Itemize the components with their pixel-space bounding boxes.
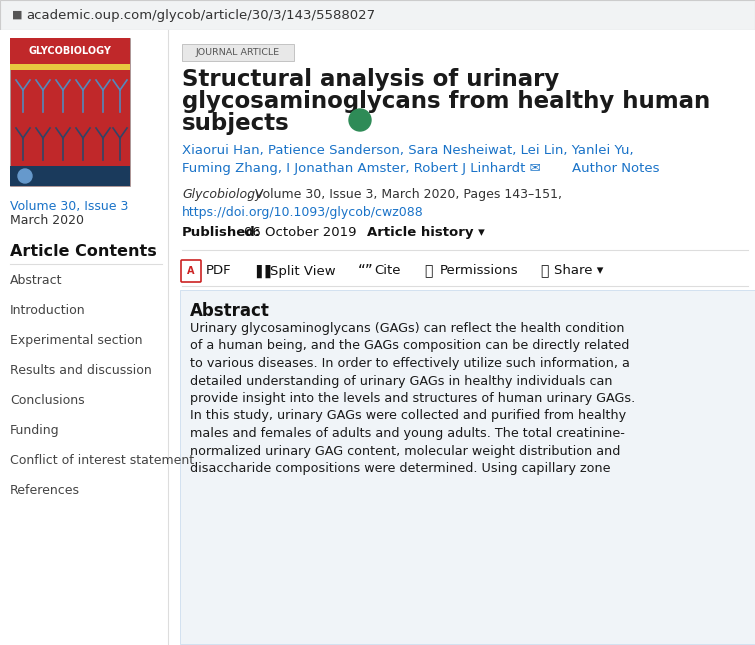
Text: JOURNAL ARTICLE: JOURNAL ARTICLE [196, 48, 280, 57]
Text: Split View: Split View [270, 264, 336, 277]
Text: Xiaorui Han, Patience Sanderson, Sara Nesheiwat, Lei Lin, Yanlei Yu,: Xiaorui Han, Patience Sanderson, Sara Ne… [182, 144, 633, 157]
Text: Abstract: Abstract [10, 274, 63, 287]
FancyBboxPatch shape [10, 166, 130, 186]
Text: Abstract: Abstract [190, 302, 270, 320]
Text: males and females of adults and young adults. The total creatinine-: males and females of adults and young ad… [190, 427, 625, 440]
Text: to various diseases. In order to effectively utilize such information, a: to various diseases. In order to effecti… [190, 357, 630, 370]
Text: detailed understanding of urinary GAGs in healthy individuals can: detailed understanding of urinary GAGs i… [190, 375, 612, 388]
Text: Fuming Zhang, I Jonathan Amster, Robert J Linhardt ✉: Fuming Zhang, I Jonathan Amster, Robert … [182, 162, 541, 175]
Text: ■: ■ [12, 10, 23, 20]
Text: ⚿: ⚿ [424, 264, 433, 278]
Text: Permissions: Permissions [440, 264, 519, 277]
Text: 06 October 2019: 06 October 2019 [244, 226, 356, 239]
Text: Conclusions: Conclusions [10, 394, 85, 407]
Text: Article history ▾: Article history ▾ [367, 226, 485, 239]
Text: ⤶: ⤶ [540, 264, 548, 278]
FancyBboxPatch shape [10, 38, 130, 64]
Text: A: A [187, 266, 195, 276]
Text: PDF: PDF [206, 264, 232, 277]
Text: FREE: FREE [352, 117, 368, 123]
Text: In this study, urinary GAGs were collected and purified from healthy: In this study, urinary GAGs were collect… [190, 410, 626, 422]
Text: ▌▌: ▌▌ [256, 264, 276, 277]
Text: normalized urinary GAG content, molecular weight distribution and: normalized urinary GAG content, molecula… [190, 444, 621, 457]
Text: Published:: Published: [182, 226, 261, 239]
Text: “”: “” [358, 264, 374, 279]
Text: Share ▾: Share ▾ [554, 264, 603, 277]
Text: glycosaminoglycans from healthy human: glycosaminoglycans from healthy human [182, 90, 710, 113]
Text: Introduction: Introduction [10, 304, 85, 317]
Text: Conflict of interest statement: Conflict of interest statement [10, 454, 194, 467]
Text: References: References [10, 484, 80, 497]
Text: Urinary glycosaminoglycans (GAGs) can reflect the health condition: Urinary glycosaminoglycans (GAGs) can re… [190, 322, 624, 335]
Text: Glycobiology: Glycobiology [182, 188, 263, 201]
Text: Structural analysis of urinary: Structural analysis of urinary [182, 68, 559, 91]
Text: Results and discussion: Results and discussion [10, 364, 152, 377]
Text: https://doi.org/10.1093/glycob/cwz088: https://doi.org/10.1093/glycob/cwz088 [182, 206, 424, 219]
Text: provide insight into the levels and structures of human urinary GAGs.: provide insight into the levels and stru… [190, 392, 635, 405]
Circle shape [349, 109, 371, 131]
Text: Experimental section: Experimental section [10, 334, 143, 347]
Text: subjects: subjects [182, 112, 290, 135]
FancyBboxPatch shape [180, 290, 755, 644]
Circle shape [18, 169, 32, 183]
Text: Article Contents: Article Contents [10, 244, 157, 259]
Text: academic.oup.com/glycob/article/30/3/143/5588027: academic.oup.com/glycob/article/30/3/143… [26, 8, 375, 21]
Text: Volume 30, Issue 3: Volume 30, Issue 3 [10, 200, 128, 213]
FancyBboxPatch shape [182, 44, 294, 61]
Text: Funding: Funding [10, 424, 60, 437]
FancyBboxPatch shape [0, 0, 755, 30]
Text: GLYCOBIOLOGY: GLYCOBIOLOGY [29, 46, 112, 56]
Text: Author Notes: Author Notes [572, 162, 660, 175]
Text: O: O [22, 173, 28, 179]
FancyBboxPatch shape [181, 260, 201, 282]
Text: of a human being, and the GAGs composition can be directly related: of a human being, and the GAGs compositi… [190, 339, 630, 353]
Text: March 2020: March 2020 [10, 214, 84, 227]
Text: , Volume 30, Issue 3, March 2020, Pages 143–151,: , Volume 30, Issue 3, March 2020, Pages … [247, 188, 562, 201]
Text: Cite: Cite [374, 264, 400, 277]
FancyBboxPatch shape [10, 38, 130, 186]
FancyBboxPatch shape [0, 30, 755, 645]
FancyBboxPatch shape [10, 64, 130, 70]
Text: disaccharide compositions were determined. Using capillary zone: disaccharide compositions were determine… [190, 462, 611, 475]
